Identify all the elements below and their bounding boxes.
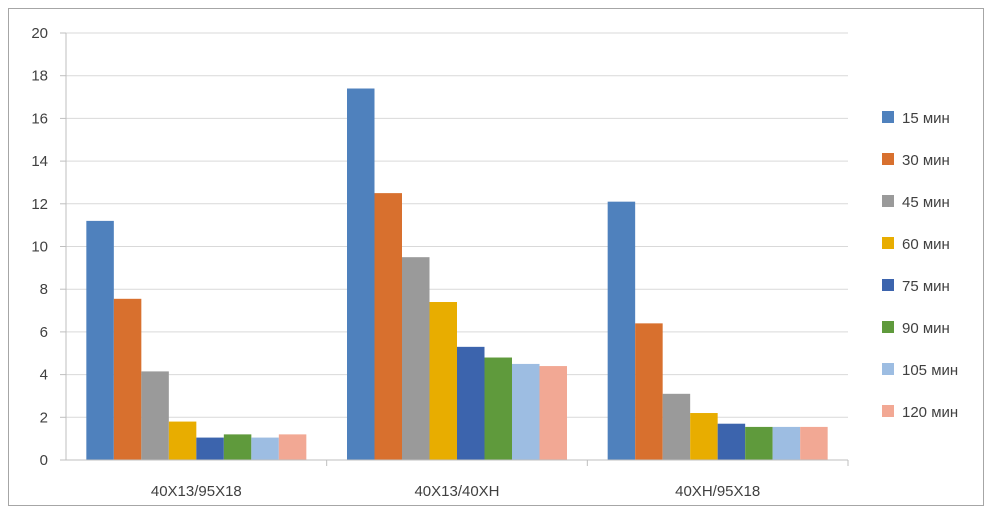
bar bbox=[457, 346, 485, 460]
bar bbox=[745, 426, 773, 460]
y-tick-label: 0 bbox=[40, 452, 48, 469]
bar bbox=[800, 426, 828, 460]
bar bbox=[690, 413, 718, 460]
bar bbox=[717, 423, 746, 460]
legend-label: 105 мин bbox=[902, 362, 958, 379]
legend-swatch bbox=[882, 195, 894, 207]
legend-swatch bbox=[882, 279, 894, 291]
y-tick-label: 14 bbox=[31, 153, 48, 170]
bars bbox=[86, 88, 828, 461]
bar bbox=[113, 298, 142, 460]
bar bbox=[662, 393, 691, 460]
legend-swatch bbox=[882, 111, 894, 123]
bar bbox=[278, 434, 307, 460]
x-category-label: 40Х13/40ХН bbox=[414, 483, 499, 500]
y-tick-label: 8 bbox=[40, 281, 48, 298]
bar bbox=[251, 437, 279, 460]
y-tick-label: 20 bbox=[31, 25, 48, 42]
bar bbox=[512, 363, 540, 460]
bar bbox=[347, 88, 375, 460]
bar bbox=[429, 302, 457, 460]
bar bbox=[141, 371, 169, 460]
bar bbox=[402, 257, 430, 460]
legend-swatch bbox=[882, 405, 894, 417]
bar bbox=[223, 434, 252, 460]
bar bbox=[539, 366, 567, 460]
legend-label: 60 мин bbox=[902, 236, 950, 253]
axes: 0 2 4 6 8 10 12 14 16 18 20 40Х13/95Х18 40Х13/40ХН 40… bbox=[31, 25, 849, 500]
legend-swatch bbox=[882, 153, 894, 165]
legend-swatch bbox=[882, 321, 894, 333]
bar bbox=[86, 220, 114, 460]
bar bbox=[635, 323, 663, 460]
bar bbox=[374, 193, 402, 460]
y-tick-label: 6 bbox=[40, 324, 48, 341]
legend-label: 120 мин bbox=[902, 404, 958, 421]
y-tick-label: 16 bbox=[31, 110, 48, 127]
bar bbox=[772, 426, 801, 460]
legend: 15 мин 30 мин 45 мин 60 мин 75 мин 90 мин 105 … bbox=[882, 110, 958, 421]
bar bbox=[484, 357, 512, 460]
x-category-label: 40Х13/95Х18 bbox=[151, 483, 242, 500]
y-tick-label: 2 bbox=[40, 409, 48, 426]
y-tick-label: 12 bbox=[31, 196, 48, 213]
legend-label: 45 мин bbox=[902, 194, 950, 211]
legend-label: 75 мин bbox=[902, 278, 950, 295]
legend-swatch bbox=[882, 237, 894, 249]
legend-swatch bbox=[882, 363, 894, 375]
legend-label: 90 мин bbox=[902, 320, 950, 337]
bar bbox=[168, 421, 197, 460]
legend-label: 30 мин bbox=[902, 152, 950, 169]
y-tick-label: 4 bbox=[40, 367, 48, 384]
y-tick-label: 10 bbox=[31, 239, 48, 256]
bar bbox=[607, 201, 636, 461]
x-category-label: 40ХН/95Х18 bbox=[675, 483, 760, 500]
y-tick-label: 18 bbox=[31, 68, 48, 85]
bar bbox=[196, 437, 224, 460]
legend-label: 15 мин bbox=[902, 110, 950, 127]
